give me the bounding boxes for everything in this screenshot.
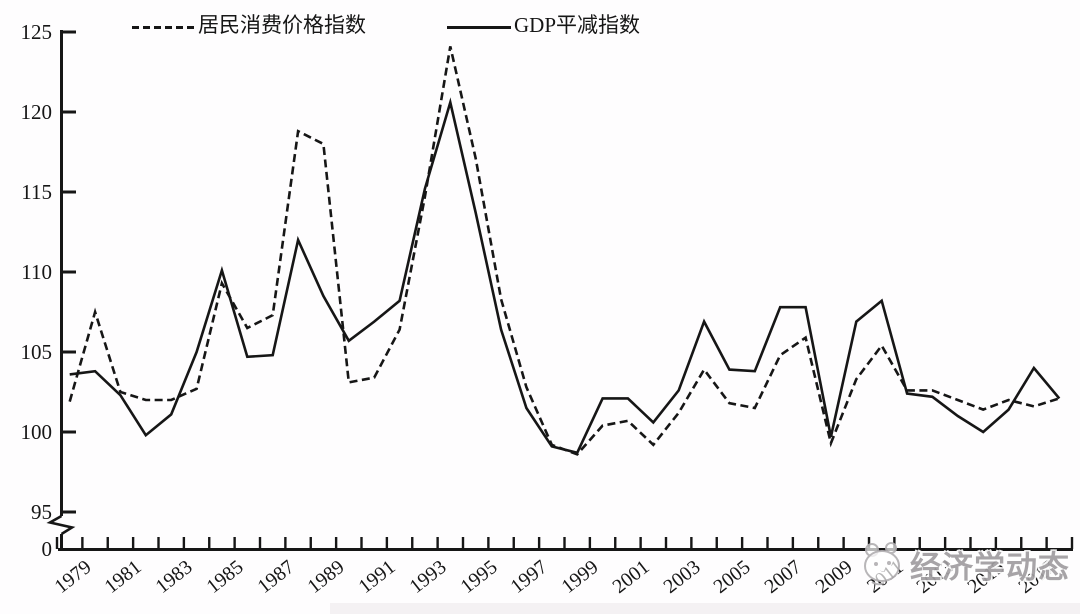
watermark: 经济学动态	[858, 540, 1070, 588]
y-axis-break	[46, 514, 76, 536]
watermark-text: 经济学动态	[910, 549, 1070, 585]
panda-face-logo-icon	[864, 542, 900, 586]
legend-label-gdp-deflator: GDP平减指数	[514, 13, 641, 37]
legend-label-cpi: 居民消费价格指数	[198, 13, 366, 37]
bottom-strip	[330, 603, 1080, 614]
legend-dashed-line-sample	[132, 26, 195, 29]
series-line-gdp-deflator	[69, 97, 1061, 455]
legend-solid-line-sample	[447, 26, 511, 29]
